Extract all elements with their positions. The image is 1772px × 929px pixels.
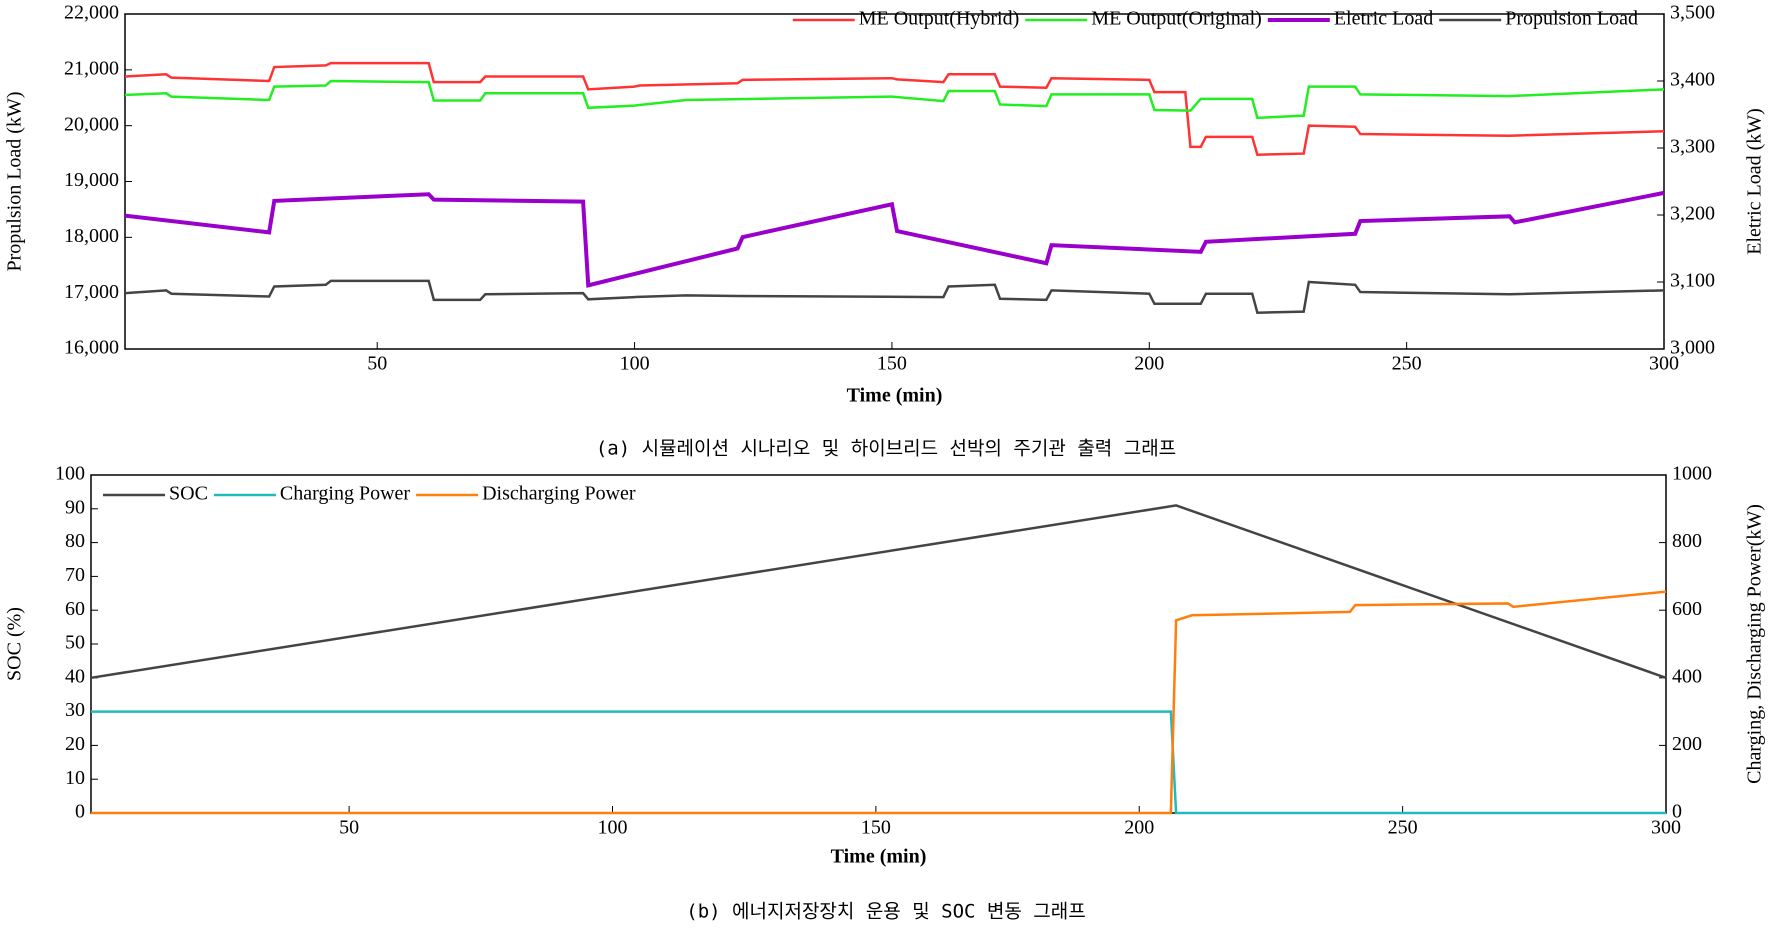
y2-tick-label: 3,300 [1670,136,1715,158]
y-tick-label: 21,000 [64,57,119,79]
legend-label: Discharging Power [482,483,636,505]
series-line [124,279,1665,314]
x-tick-label: 100 [620,353,650,375]
y2-tick-label: 3,500 [1670,2,1715,24]
y2-axis-title: Eletric Load (kW) [1744,108,1766,255]
y-tick-label: 70 [65,564,85,586]
y-tick-label: 90 [65,496,85,518]
x-tick-label: 200 [1124,817,1154,839]
y-tick-label: 100 [55,463,85,485]
x-tick-label: 300 [1649,353,1679,375]
x-tick-label: 100 [597,817,627,839]
y-tick-label: 20,000 [64,113,119,135]
caption: (a) 시뮬레이션 시나리오 및 하이브리드 선박의 주기관 출력 그래프 [596,438,1176,460]
x-tick-label: 150 [877,353,907,375]
y2-tick-label: 0 [1672,801,1682,823]
y-tick-label: 19,000 [64,169,119,191]
x-tick-label: 150 [861,817,891,839]
legend-label: ME Output(Hybrid) [859,8,1020,30]
legend-label: ME Output(Original) [1091,8,1262,30]
x-axis-title: Time (min) [847,385,943,407]
y-tick-label: 0 [75,801,85,823]
series-line [124,61,1665,156]
y2-tick-label: 3,400 [1670,69,1715,91]
series-line [124,190,1665,288]
y-tick-label: 60 [65,598,85,620]
y-tick-label: 50 [65,632,85,654]
y-tick-label: 18,000 [64,225,119,247]
y-tick-label: 10 [65,767,85,789]
y2-tick-label: 200 [1672,733,1702,755]
legend-label: Propulsion Load [1505,8,1638,30]
y-tick-label: 22,000 [64,2,119,24]
caption: (b) 에너지저장장치 운용 및 SOC 변동 그래프 [686,901,1085,923]
x-tick-label: 50 [367,353,387,375]
y2-tick-label: 3,200 [1670,203,1715,225]
y-axis-title: Propulsion Load (kW) [4,92,26,272]
y2-tick-label: 1000 [1672,463,1712,485]
legend-label: Eletric Load [1334,8,1433,30]
y2-axis-title: Charging, Discharging Power(kW) [1744,504,1766,784]
y-tick-label: 80 [65,530,85,552]
legend-label: SOC [169,483,208,505]
x-tick-label: 250 [1392,353,1422,375]
y2-tick-label: 3,000 [1670,337,1715,359]
y-tick-label: 30 [65,699,85,721]
series-line [124,79,1665,120]
x-tick-label: 50 [339,817,359,839]
y-axis-title: SOC (%) [4,607,26,681]
plot-frame [90,474,1667,814]
y2-tick-label: 400 [1672,665,1702,687]
y2-tick-label: 600 [1672,598,1702,620]
legend-label: Charging Power [280,483,411,505]
y-tick-label: 16,000 [64,337,119,359]
series-line [91,710,1666,815]
x-tick-label: 300 [1651,817,1681,839]
x-axis-title: Time (min) [831,846,927,868]
series-line [91,590,1667,815]
y-tick-label: 17,000 [64,281,119,303]
x-tick-label: 200 [1134,353,1164,375]
y2-tick-label: 3,100 [1670,270,1715,292]
y-tick-label: 40 [65,665,85,687]
y-tick-label: 20 [65,733,85,755]
x-tick-label: 250 [1388,817,1418,839]
y2-tick-label: 800 [1672,530,1702,552]
series-line [90,504,1667,680]
